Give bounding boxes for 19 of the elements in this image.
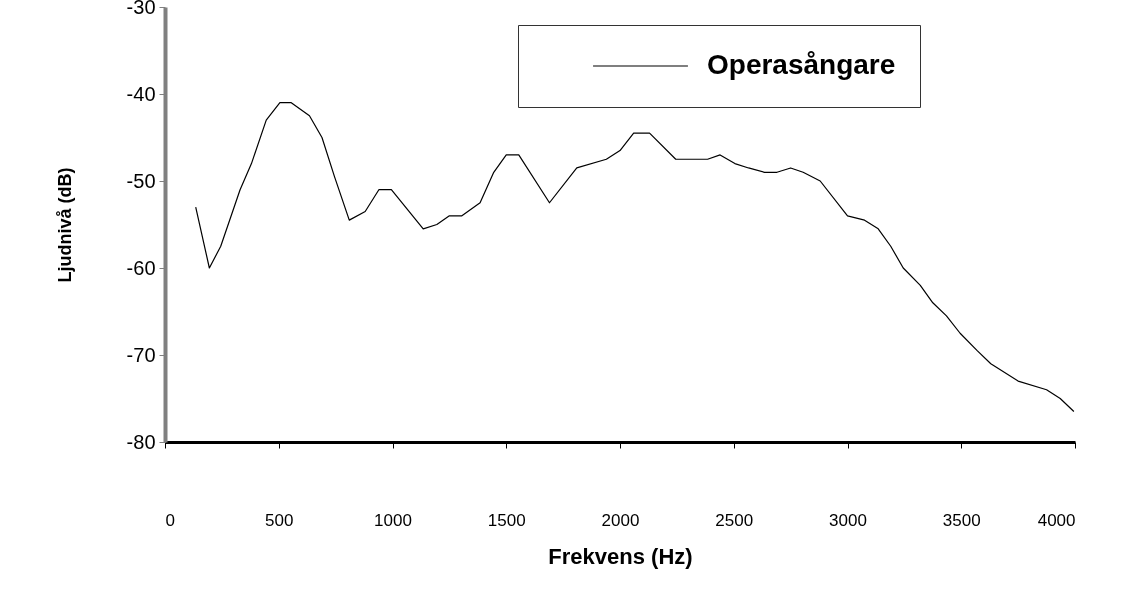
x-axis-title: Frekvens (Hz) — [548, 543, 693, 569]
y-tick-label: -80 — [126, 430, 156, 453]
line-series — [195, 102, 1075, 413]
y-tick-label: -40 — [126, 82, 156, 105]
x-tick-label: 0 — [165, 510, 175, 530]
x-tick-label: 3500 — [942, 510, 981, 530]
x-tick-label: 500 — [265, 510, 294, 530]
x-tick-label: 4000 — [1037, 510, 1076, 530]
y-tick-label: -30 — [126, 0, 156, 18]
legend-label: Operasångare — [707, 49, 896, 80]
y-axis-title: Ljudnivå (dB) — [54, 167, 75, 283]
x-tick-label: 1500 — [487, 510, 526, 530]
y-tick-label: -70 — [126, 343, 156, 366]
x-tick-label: 2500 — [715, 510, 754, 530]
x-tick-label: 1000 — [374, 510, 412, 530]
y-tick-label: -50 — [126, 169, 156, 192]
x-tick-label: 3000 — [829, 510, 867, 530]
y-tick-label: -60 — [126, 256, 156, 279]
x-tick-label: 2000 — [601, 510, 640, 530]
